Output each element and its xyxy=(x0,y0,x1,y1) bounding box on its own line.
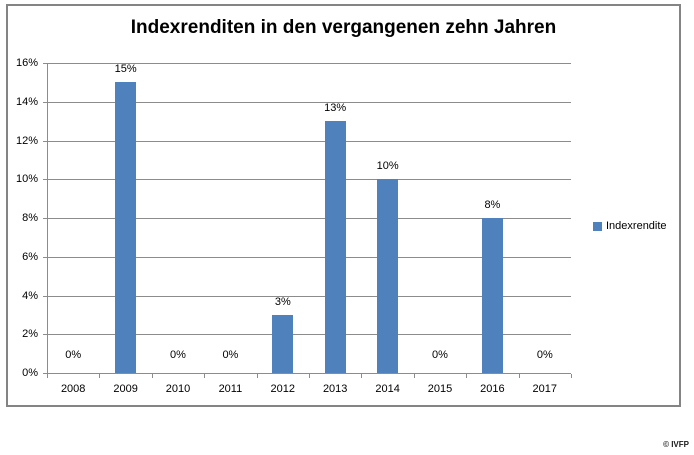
x-axis-tick xyxy=(256,374,258,378)
gridline xyxy=(47,218,571,219)
y-axis-tick xyxy=(43,295,47,297)
y-axis-tick-label: 0% xyxy=(22,367,38,379)
bar-value-label: 15% xyxy=(114,63,137,76)
y-axis-tick-label: 12% xyxy=(15,134,38,147)
x-axis-line xyxy=(47,373,571,374)
x-axis-tick xyxy=(361,374,363,378)
x-axis-tick xyxy=(466,374,468,378)
gridline xyxy=(47,101,571,103)
x-axis-tick-label: 2016 xyxy=(480,383,505,395)
legend: Indexrendite xyxy=(593,220,667,233)
bar-value-label: 0% xyxy=(170,349,186,361)
x-axis-tick xyxy=(518,374,520,378)
bar-2014 xyxy=(377,179,399,373)
x-axis-tick xyxy=(571,374,572,378)
x-axis-tick-label: 2009 xyxy=(113,383,138,395)
legend-label-indexrendite: Indexrendite xyxy=(606,220,667,232)
y-axis-tick xyxy=(43,218,47,219)
x-axis-tick xyxy=(309,374,310,378)
x-axis-tick-label: 2014 xyxy=(375,383,400,395)
bar-2012 xyxy=(272,314,294,373)
y-axis-tick xyxy=(43,373,47,374)
x-axis-tick-label: 2013 xyxy=(322,383,348,395)
gridline xyxy=(47,179,571,181)
bar-value-label: 0% xyxy=(65,349,82,361)
bar-value-label: 8% xyxy=(484,199,501,211)
x-axis-tick-label: 2017 xyxy=(532,383,558,395)
gridline xyxy=(47,63,571,64)
bar-value-label: 0% xyxy=(222,349,239,361)
x-axis-tick xyxy=(413,374,415,378)
bar-2013 xyxy=(324,121,346,373)
x-axis-tick xyxy=(204,374,206,378)
gridline xyxy=(47,140,571,142)
y-axis-tick-label: 6% xyxy=(22,250,38,263)
x-axis-tick-label: 2008 xyxy=(60,383,86,395)
y-axis-tick xyxy=(43,140,47,142)
y-axis-tick xyxy=(43,101,47,103)
x-axis-tick-label: 2015 xyxy=(427,383,453,395)
y-axis-tick xyxy=(43,63,47,64)
y-axis-tick xyxy=(43,334,47,336)
copyright-text: © IVFP xyxy=(663,440,689,449)
y-axis-tick-label: 2% xyxy=(22,328,38,341)
gridline xyxy=(47,256,571,258)
bar-value-label: 3% xyxy=(274,295,291,308)
y-axis-tick-label: 14% xyxy=(15,95,38,108)
chart-title: Indexrenditen in den vergangenen zehn Ja… xyxy=(130,17,557,38)
bar-2009 xyxy=(115,82,137,373)
bar-value-label: 13% xyxy=(324,102,347,115)
x-axis-tick-label: 2010 xyxy=(165,383,191,395)
y-axis-tick xyxy=(43,256,47,258)
x-axis-tick-label: 2011 xyxy=(218,383,243,395)
legend-swatch-indexrendite xyxy=(593,222,602,231)
y-axis-tick-label: 8% xyxy=(22,212,38,224)
bar-value-label: 10% xyxy=(376,160,399,173)
y-axis-tick-label: 10% xyxy=(15,173,38,186)
x-axis-tick xyxy=(151,374,153,378)
gridline xyxy=(47,295,571,297)
bar-value-label: 0% xyxy=(432,349,448,361)
bar-value-label: 0% xyxy=(536,349,553,361)
y-axis-tick-label: 16% xyxy=(15,57,38,69)
x-axis-tick-label: 2012 xyxy=(270,383,296,395)
x-axis-tick xyxy=(99,374,101,378)
gridline xyxy=(47,334,571,336)
y-axis-tick-label: 4% xyxy=(22,289,38,302)
x-axis-tick xyxy=(47,374,48,378)
y-axis-tick xyxy=(43,179,47,181)
bar-2016 xyxy=(481,218,503,373)
chart-frame: Indexrenditen in den vergangenen zehn Ja… xyxy=(6,4,681,407)
y-axis-line xyxy=(47,63,48,374)
